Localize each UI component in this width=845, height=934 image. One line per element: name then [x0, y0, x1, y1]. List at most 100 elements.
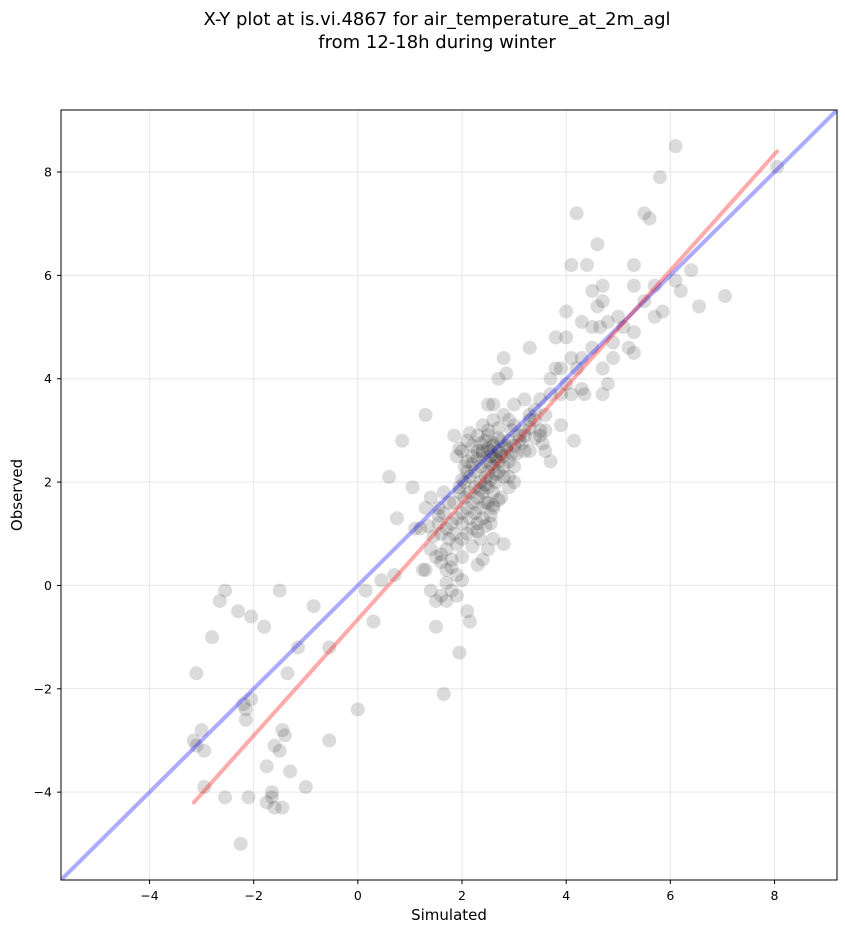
- scatter-point: [439, 542, 454, 557]
- scatter-point: [512, 433, 527, 448]
- scatter-point: [486, 498, 501, 513]
- scatter-point: [290, 640, 305, 655]
- scatter-point: [272, 583, 287, 598]
- scatter-point: [535, 436, 550, 451]
- scatter-point: [478, 469, 493, 484]
- scatter-point: [652, 170, 667, 185]
- scatter-point: [637, 294, 652, 309]
- scatter-point: [465, 539, 480, 554]
- scatter-point: [418, 500, 433, 515]
- scatter-point: [533, 423, 548, 438]
- scatter-point: [527, 431, 542, 446]
- scatter-point: [462, 511, 477, 526]
- x-tick-label: 6: [666, 888, 674, 903]
- chart-title-line1: X-Y plot at is.vi.4867 for air_temperatu…: [203, 9, 670, 30]
- scatter-point: [522, 407, 537, 422]
- scatter-point: [470, 557, 485, 572]
- scatter-point: [496, 407, 511, 422]
- scatter-point: [275, 723, 290, 738]
- scatter-point: [455, 573, 470, 588]
- scatter-point: [538, 407, 553, 422]
- scatter-point: [470, 524, 485, 539]
- scatter-point: [462, 425, 477, 440]
- scatter-point: [580, 258, 595, 273]
- scatter-point: [423, 490, 438, 505]
- scatter-point: [465, 456, 480, 471]
- scatter-point: [514, 436, 529, 451]
- scatter-point: [647, 309, 662, 324]
- scatter-point: [491, 464, 506, 479]
- scatter-point: [212, 593, 227, 608]
- scatter-point: [244, 609, 259, 624]
- scatter-point: [718, 289, 733, 304]
- scatter-point: [494, 433, 509, 448]
- scatter-point: [486, 413, 501, 428]
- scatter-point: [449, 511, 464, 526]
- scatter-point: [496, 469, 511, 484]
- scatter-point: [186, 733, 201, 748]
- scatter-point: [585, 283, 600, 298]
- scatter-point: [486, 500, 501, 515]
- scatter-point: [455, 472, 470, 487]
- scatter-point: [473, 459, 488, 474]
- scatter-points: [186, 139, 785, 851]
- x-axis-label: Simulated: [411, 906, 487, 924]
- scatter-point: [585, 340, 600, 355]
- scatter-point: [462, 469, 477, 484]
- scatter-point: [475, 444, 490, 459]
- scatter-point: [647, 278, 662, 293]
- scatter-point: [423, 583, 438, 598]
- scatter-point: [507, 459, 522, 474]
- scatter-point: [194, 723, 209, 738]
- scatter-point: [483, 449, 498, 464]
- scatter-point: [481, 480, 496, 495]
- scatter-point: [473, 531, 488, 546]
- x-tick-label: 4: [562, 888, 570, 903]
- scatter-point: [564, 351, 579, 366]
- scatter-point: [236, 697, 251, 712]
- scatter-point: [548, 330, 563, 345]
- scatter-point: [481, 495, 496, 510]
- scatter-point: [306, 599, 321, 614]
- scatter-point: [569, 361, 584, 376]
- scatter-point: [684, 263, 699, 278]
- scatter-point: [475, 552, 490, 567]
- scatter-point: [434, 555, 449, 570]
- scatter-point: [428, 619, 443, 634]
- scatter-point: [668, 139, 683, 154]
- scatter-point: [431, 516, 446, 531]
- scatter-point: [501, 480, 516, 495]
- scatter-point: [481, 397, 496, 412]
- scatter-point: [522, 444, 537, 459]
- scatter-point: [595, 387, 610, 402]
- scatter-point: [478, 433, 493, 448]
- scatter-point: [527, 413, 542, 428]
- scatter-point: [197, 743, 212, 758]
- scatter-point: [486, 485, 501, 500]
- scatter-point: [491, 431, 506, 446]
- scatter-point: [507, 418, 522, 433]
- scatter-point: [590, 237, 605, 252]
- scatter-point: [277, 728, 292, 743]
- scatter-point: [468, 506, 483, 521]
- scatter-point: [488, 467, 503, 482]
- scatter-point: [439, 575, 454, 590]
- scatter-point: [444, 560, 459, 575]
- scatter-point: [259, 795, 274, 810]
- scatter-point: [455, 550, 470, 565]
- y-tick-label: 8: [44, 165, 52, 180]
- scatter-point: [460, 454, 475, 469]
- scatter-point: [257, 619, 272, 634]
- scatter-point: [475, 418, 490, 433]
- scatter-point: [473, 500, 488, 515]
- scatter-point: [470, 444, 485, 459]
- scatter-point: [470, 516, 485, 531]
- scatter-point: [465, 438, 480, 453]
- scatter-point: [418, 562, 433, 577]
- scatter-point: [488, 451, 503, 466]
- scatter-point: [449, 537, 464, 552]
- scatter-point: [590, 299, 605, 314]
- scatter-point: [533, 428, 548, 443]
- x-tick-label: −2: [244, 888, 262, 903]
